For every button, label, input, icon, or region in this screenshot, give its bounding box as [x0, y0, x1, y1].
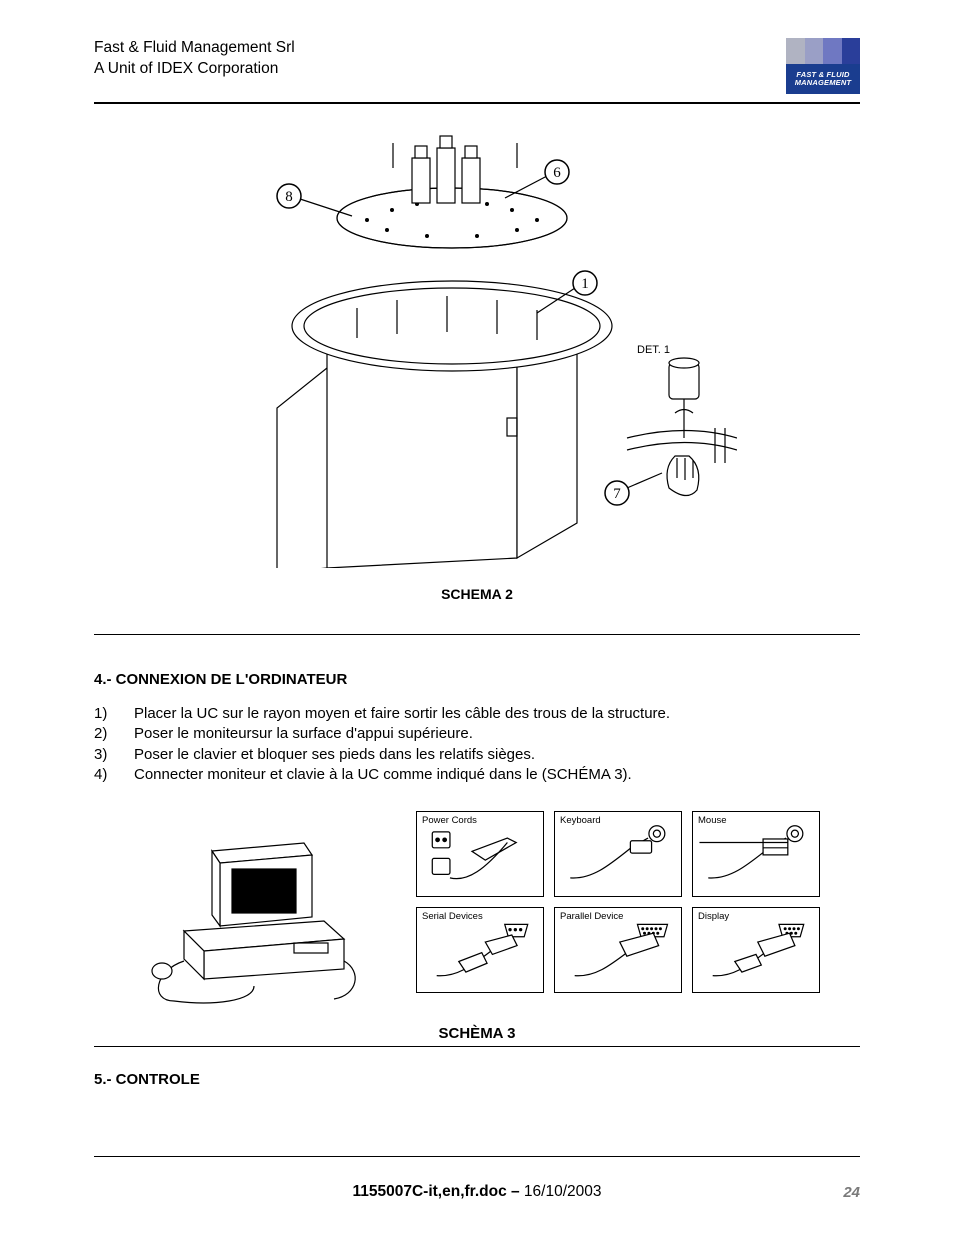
section4-steps: 1)Placer la UC sur le rayon moyen et fai…	[94, 704, 860, 785]
step-number: 3)	[94, 745, 134, 765]
footer-filename: 1155007C-it,en,fr.doc –	[352, 1183, 519, 1200]
port-label: Keyboard	[560, 815, 601, 826]
svg-text:6: 6	[553, 165, 561, 181]
port-label: Serial Devices	[422, 911, 483, 922]
step-row: 3)Poser le clavier et bloquer ses pieds …	[94, 745, 860, 765]
port-box: Serial Devices	[416, 907, 544, 993]
footer-page-number: 24	[843, 1184, 860, 1201]
schema2-caption: SCHEMA 2	[94, 586, 860, 602]
footer-date: 16/10/2003	[520, 1183, 602, 1200]
logo-stripe	[786, 38, 805, 64]
step-text: Poser le moniteursur la surface d'appui …	[134, 724, 473, 744]
port-box: Mouse	[692, 811, 820, 897]
page-header: Fast & Fluid Management Srl A Unit of ID…	[94, 38, 860, 104]
schema2-figure: 8 6 1 DET. 1	[94, 114, 860, 568]
logo-stripe	[842, 38, 861, 64]
port-label: Parallel Device	[560, 911, 623, 922]
port-box: Power Cords	[416, 811, 544, 897]
port-box: Display	[692, 907, 820, 993]
port-box: Keyboard	[554, 811, 682, 897]
step-row: 4)Connecter moniteur et clavie à la UC c…	[94, 765, 860, 785]
step-text: Placer la UC sur le rayon moyen et faire…	[134, 704, 670, 724]
svg-text:7: 7	[613, 486, 621, 502]
step-text: Connecter moniteur et clavie à la UC com…	[134, 765, 632, 785]
section4-title: 4.- CONNEXION DE L'ORDINATEUR	[94, 671, 860, 688]
port-label: Power Cords	[422, 815, 477, 826]
step-row: 2)Poser le moniteursur la surface d'appu…	[94, 724, 860, 744]
logo-stripe	[805, 38, 824, 64]
header-line1: Fast & Fluid Management Srl	[94, 38, 295, 59]
page-footer: 1155007C-it,en,fr.doc – 16/10/2003 24	[94, 1156, 860, 1201]
callout-7: 7	[605, 473, 662, 505]
step-number: 1)	[94, 704, 134, 724]
step-text: Poser le clavier et bloquer ses pieds da…	[134, 745, 535, 765]
logo-stripes	[786, 38, 860, 64]
divider	[94, 1046, 860, 1047]
svg-text:1: 1	[581, 276, 589, 292]
logo-text: FAST & FLUID MANAGEMENT	[786, 64, 860, 94]
det1-label: DET. 1	[637, 344, 670, 356]
section5-title: 5.- CONTROLE	[94, 1071, 860, 1088]
step-row: 1)Placer la UC sur le rayon moyen et fai…	[94, 704, 860, 724]
step-number: 2)	[94, 724, 134, 744]
header-line2: A Unit of IDEX Corporation	[94, 59, 295, 80]
svg-text:8: 8	[285, 189, 293, 205]
header-company: Fast & Fluid Management Srl A Unit of ID…	[94, 38, 295, 80]
det1-detail	[627, 358, 737, 496]
port-label: Mouse	[698, 815, 727, 826]
schema3-caption: SCHÈMA 3	[94, 1025, 860, 1042]
divider	[94, 634, 860, 635]
logo-stripe	[823, 38, 842, 64]
schema2-diagram: 8 6 1 DET. 1	[217, 128, 737, 568]
schema3-ports-grid: Power Cords Keyboard Mouse Serial Devices Pa…	[416, 811, 820, 993]
schema3-computer	[144, 811, 374, 1011]
port-box: Parallel Device	[554, 907, 682, 993]
company-logo: FAST & FLUID MANAGEMENT	[786, 38, 860, 94]
step-number: 4)	[94, 765, 134, 785]
logo-text-2: MANAGEMENT	[786, 79, 860, 87]
callout-6: 6	[505, 160, 569, 198]
port-label: Display	[698, 911, 729, 922]
schema3-figure: Power Cords Keyboard Mouse Serial Devices Pa…	[94, 811, 860, 1011]
